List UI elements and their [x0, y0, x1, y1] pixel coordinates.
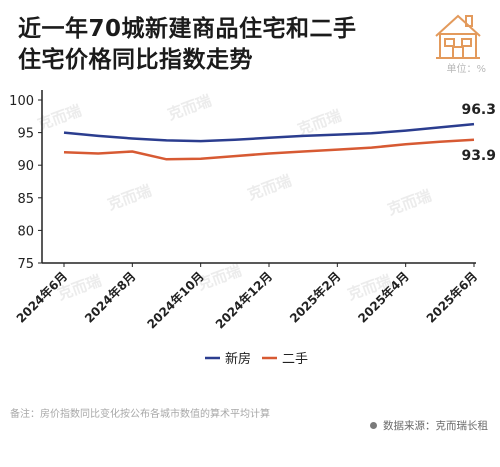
footnote: 备注：房价指数同比变化按公布各城市数值的算术平均计算	[10, 409, 270, 420]
watermark: 克而瑞	[385, 186, 433, 218]
legend-label: 二手	[282, 352, 308, 367]
legend: 新房 二手	[205, 351, 308, 367]
series-lines	[63, 122, 475, 161]
chart-title: 近一年70城新建商品住宅和二手 住宅价格同比指数走势	[18, 14, 418, 76]
bullet-icon	[370, 422, 377, 429]
x-tick-label: 2025年2月	[286, 269, 343, 326]
y-axis-ticks: 100 95 90 85 80 75	[9, 94, 42, 272]
y-tick-label: 95	[17, 127, 34, 142]
watermark: 克而瑞	[245, 171, 293, 203]
unit-label: 单位：%	[446, 64, 486, 75]
x-axis-ticks: 2024年6月 2024年8月 2024年10月 2024年12月 2025年2月 202…	[13, 263, 480, 332]
y-tick-label: 85	[17, 192, 34, 207]
title-line-2: 住宅价格同比指数走势	[18, 47, 253, 73]
data-source-text: 数据来源：克而瑞长租	[383, 420, 488, 432]
x-tick-label: 2024年10月	[144, 269, 207, 332]
watermark: 克而瑞	[165, 91, 213, 123]
y-tick-label: 80	[17, 224, 34, 239]
y-tick-label: 90	[17, 159, 34, 174]
x-tick-label: 2025年6月	[423, 269, 480, 326]
data-labels: 96.3 93.9	[461, 102, 496, 164]
series-line-second	[63, 138, 475, 161]
house-icon	[435, 14, 481, 59]
title-line-1: 近一年70城新建商品住宅和二手	[18, 16, 357, 42]
watermark: 克而瑞	[105, 181, 153, 213]
end-value-label: 96.3	[461, 102, 496, 118]
axes	[41, 90, 476, 264]
end-value-label: 93.9	[461, 148, 496, 164]
series-line-new	[63, 122, 475, 143]
y-tick-label: 75	[17, 257, 34, 272]
data-source: 数据来源：克而瑞长租	[370, 418, 488, 433]
y-tick-label: 100	[9, 94, 34, 109]
legend-label: 新房	[225, 351, 251, 367]
